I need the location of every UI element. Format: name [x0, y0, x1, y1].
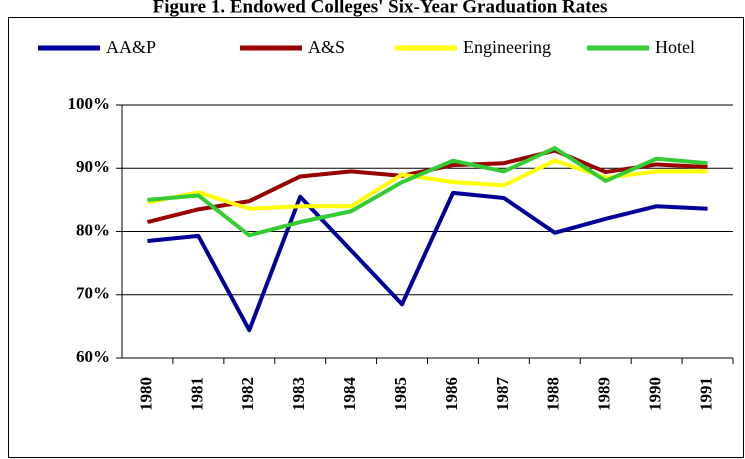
x-tick-label: 1991	[696, 377, 715, 411]
x-tick-label: 1986	[442, 377, 461, 411]
y-tick-label: 80%	[76, 220, 110, 239]
x-tick-label: 1980	[136, 377, 155, 411]
legend-label: AA&P	[106, 37, 156, 57]
x-tick-label: 1989	[595, 377, 614, 411]
y-tick-label: 100%	[68, 94, 111, 113]
data-line	[147, 146, 708, 238]
legend-label: A&S	[308, 37, 345, 57]
x-tick-label: 1984	[340, 377, 359, 412]
chart-title: Figure 1. Endowed Colleges' Six-Year Gra…	[153, 0, 608, 17]
legend-label: Engineering	[463, 37, 551, 57]
x-tick-label: 1983	[289, 377, 308, 411]
x-tick-label: 1982	[238, 377, 257, 411]
x-tick-label: 1988	[544, 377, 563, 411]
y-tick-label: 70%	[76, 284, 110, 303]
data-line	[147, 190, 708, 333]
chart-frame	[8, 17, 744, 458]
legend-label: Hotel	[655, 37, 695, 57]
y-tick-label: 60%	[76, 347, 110, 366]
x-tick-label: 1981	[187, 377, 206, 411]
y-tick-label: 90%	[76, 157, 110, 176]
x-tick-label: 1987	[493, 377, 512, 412]
x-tick-label: 1985	[391, 377, 410, 411]
x-tick-label: 1990	[646, 377, 665, 411]
